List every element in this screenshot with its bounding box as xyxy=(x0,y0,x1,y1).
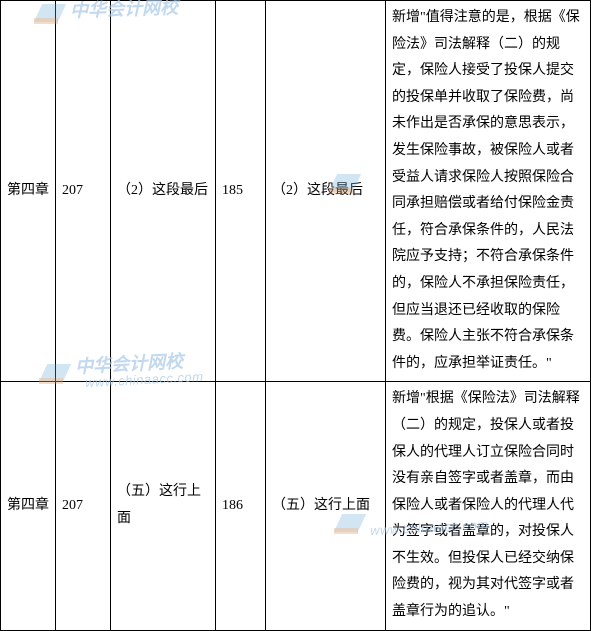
cell-location-old: （2）这段最后 xyxy=(111,1,216,382)
cell-page-new: 185 xyxy=(216,1,266,382)
table-row: 第四章 207 （2）这段最后 185 （2）这段最后 新增"值得注意的是，根据… xyxy=(1,1,591,382)
cell-page-old: 207 xyxy=(56,382,111,630)
cell-chapter: 第四章 xyxy=(1,382,56,630)
cell-chapter: 第四章 xyxy=(1,1,56,382)
cell-location-new: （2）这段最后 xyxy=(266,1,386,382)
cell-location-new: （五）这行上面 xyxy=(266,382,386,630)
cell-page-new: 186 xyxy=(216,382,266,630)
cell-content: 新增"值得注意的是，根据《保险法》司法解释（二）的规定，保险人接受了投保人提交的… xyxy=(386,1,591,382)
cell-location-old: （五）这行上面 xyxy=(111,382,216,630)
cell-page-old: 207 xyxy=(56,1,111,382)
comparison-table: 第四章 207 （2）这段最后 185 （2）这段最后 新增"值得注意的是，根据… xyxy=(0,0,591,631)
table-row: 第四章 207 （五）这行上面 186 （五）这行上面 新增"根据《保险法》司法… xyxy=(1,382,591,630)
cell-content: 新增"根据《保险法》司法解释（二）的规定，投保人或者投保人的代理人订立保险合同时… xyxy=(386,382,591,630)
